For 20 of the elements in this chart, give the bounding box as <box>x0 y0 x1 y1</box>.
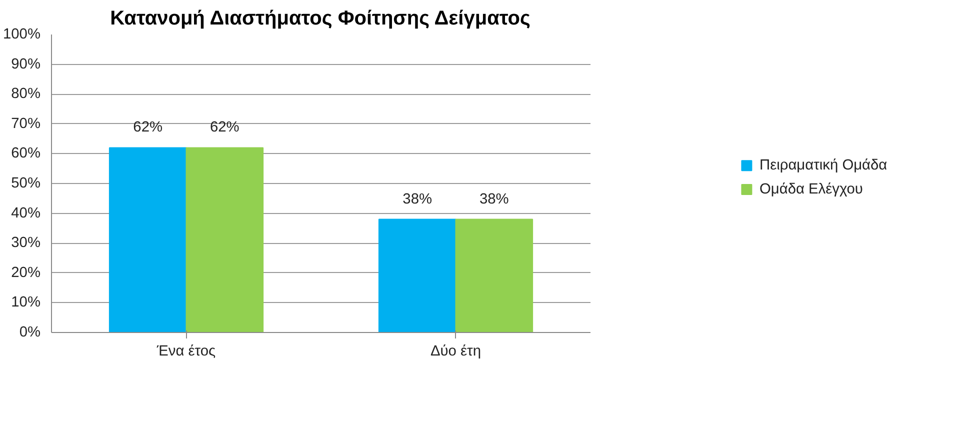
y-tick-label: 40% <box>11 205 41 222</box>
y-tick-label: 10% <box>11 294 41 311</box>
y-tick-label: 100% <box>3 26 41 42</box>
data-label: 62% <box>133 120 163 136</box>
y-tick-label: 20% <box>11 264 41 281</box>
data-label: 62% <box>210 120 240 136</box>
y-tick-label: 70% <box>11 116 41 132</box>
x-tick-label: Ένα έτος <box>156 344 216 360</box>
y-tick-label: 0% <box>19 324 41 340</box>
y-tick-label: 80% <box>11 86 41 102</box>
legend-label: Πειραματική Ομάδα <box>760 158 888 174</box>
x-tick-label: Δύο έτη <box>430 344 482 360</box>
y-tick-label: 30% <box>11 235 41 252</box>
y-tick-label: 60% <box>11 146 41 162</box>
data-label: 38% <box>479 191 509 208</box>
y-tick-label: 50% <box>11 176 41 192</box>
legend-label: Ομάδα Ελέγχου <box>760 181 863 198</box>
chart-title: Κατανομή Διαστήματος Φοίτησης Δείγματος <box>110 8 530 30</box>
data-label: 38% <box>402 191 432 208</box>
y-tick-label: 90% <box>11 56 41 72</box>
